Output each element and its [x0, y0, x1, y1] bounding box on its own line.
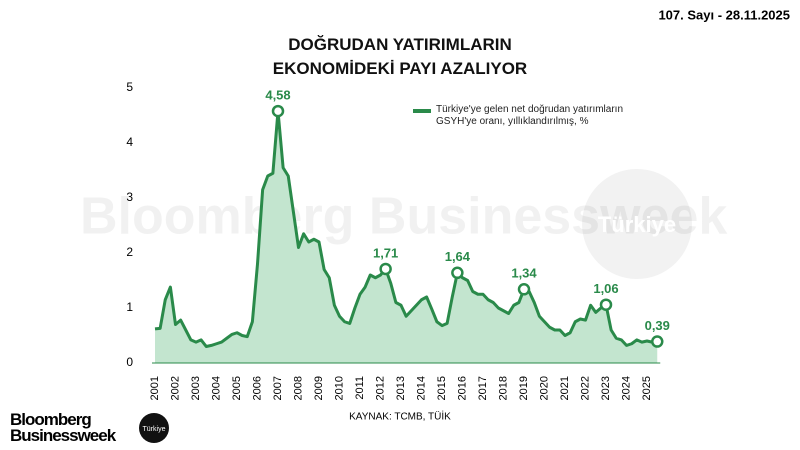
logo-badge-text: Türkiye	[143, 426, 166, 433]
x-tick-label: 2021	[559, 376, 571, 400]
y-tick-label: 4	[126, 135, 133, 149]
x-tick-label: 2014	[415, 376, 427, 400]
x-tick-label: 2017	[477, 376, 489, 400]
x-tick-label: 2012	[374, 376, 386, 400]
watermark-badge	[582, 169, 692, 279]
plot: 0 1 2 3 4 5 4,58 1,71 1,64 1,34 1,06 0,39 2001 2002 20…	[126, 80, 670, 400]
annotated-point	[651, 335, 664, 348]
x-tick-label: 2007	[272, 376, 284, 400]
y-tick-label: 5	[126, 80, 133, 94]
line	[154, 109, 658, 348]
legend-label: Türkiye'ye gelen net doğrudan yatırımlar…	[436, 104, 624, 127]
value-label: 0,39	[645, 318, 670, 333]
annotated-point	[379, 262, 392, 276]
x-tick-label: 2024	[620, 376, 632, 400]
x-tick-label: 2016	[456, 376, 468, 400]
x-tick-label: 2019	[518, 376, 530, 400]
watermark: Bloomberg Businessweek	[80, 188, 727, 246]
annotated-point	[517, 283, 531, 296]
y-tick-label: 3	[126, 190, 133, 204]
x-tick-label: 2004	[210, 376, 222, 400]
x-tick-label: 2018	[497, 376, 509, 400]
value-label: 1,34	[511, 266, 537, 281]
watermark-badge-text: Türkiye	[598, 212, 676, 237]
x-tick-label: 2023	[600, 376, 612, 400]
y-tick-label: 2	[126, 245, 133, 259]
y-tick-label: 0	[126, 355, 133, 369]
x-tick-label: 2003	[190, 376, 202, 400]
x-tick-label: 2002	[169, 376, 181, 400]
x-tick-label: 2009	[313, 376, 325, 400]
x-tick-label: 2025	[641, 376, 653, 400]
value-label: 1,06	[593, 281, 618, 296]
value-label: 1,71	[373, 245, 398, 260]
issue-date: 107. Sayı - 28.11.2025	[658, 7, 790, 22]
y-tick-label: 1	[126, 300, 133, 314]
x-tick-label: 2008	[292, 376, 304, 400]
x-tick-label: 2013	[395, 376, 407, 400]
x-tick-label: 2015	[436, 376, 448, 400]
x-tick-label: 2020	[538, 376, 550, 400]
value-label: 4,58	[265, 88, 290, 103]
annotated-point	[271, 104, 285, 118]
logo: Bloomberg Businessweek	[10, 410, 118, 445]
chart-title: DOĞRUDAN YATIRIMLARIN EKONOMİDEKİ PAYI AZ…	[273, 35, 527, 78]
value-label: 1,64	[445, 249, 471, 264]
x-tick-label: 2005	[231, 376, 243, 400]
x-tick-label: 2022	[579, 376, 591, 400]
annotated-point	[599, 298, 613, 311]
x-tick-label: 2011	[354, 376, 366, 400]
source: KAYNAK: TCMB, TÜİK	[349, 410, 451, 423]
x-tick-label: 2010	[333, 376, 345, 400]
logo-badge	[139, 413, 169, 443]
x-tick-label: 2006	[251, 376, 263, 400]
annotated-point	[451, 266, 464, 280]
logo-text: Bloomberg Businessweek	[10, 410, 117, 445]
title: DOĞRUDAN YATIRIMLARIN EKONOMİDEKİ PAYI AZ…	[273, 35, 527, 78]
x-tick-label: 2001	[149, 376, 161, 400]
